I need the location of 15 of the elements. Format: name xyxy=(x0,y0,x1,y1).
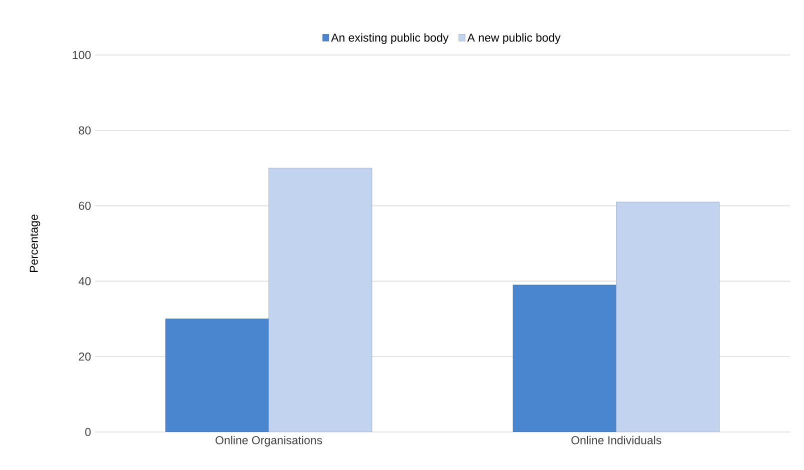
legend-label: An existing public body xyxy=(331,33,449,44)
bar xyxy=(512,284,616,432)
bar xyxy=(616,202,720,432)
y-tick-label: 100 xyxy=(72,50,91,60)
y-tick-label: 40 xyxy=(78,277,91,286)
y-tick-label: 0 xyxy=(85,428,91,436)
y-axis-title: Percentage xyxy=(30,214,40,272)
y-tick-label: 60 xyxy=(78,202,91,210)
bar xyxy=(165,318,269,432)
y-tick-label: 20 xyxy=(78,352,91,361)
x-tick-label: Online Organisations xyxy=(216,436,322,447)
x-tick-label: Online Individuals xyxy=(571,436,662,444)
y-tick-label: 80 xyxy=(78,126,91,134)
legend-label: A new public body xyxy=(467,33,561,44)
bar xyxy=(268,168,372,432)
